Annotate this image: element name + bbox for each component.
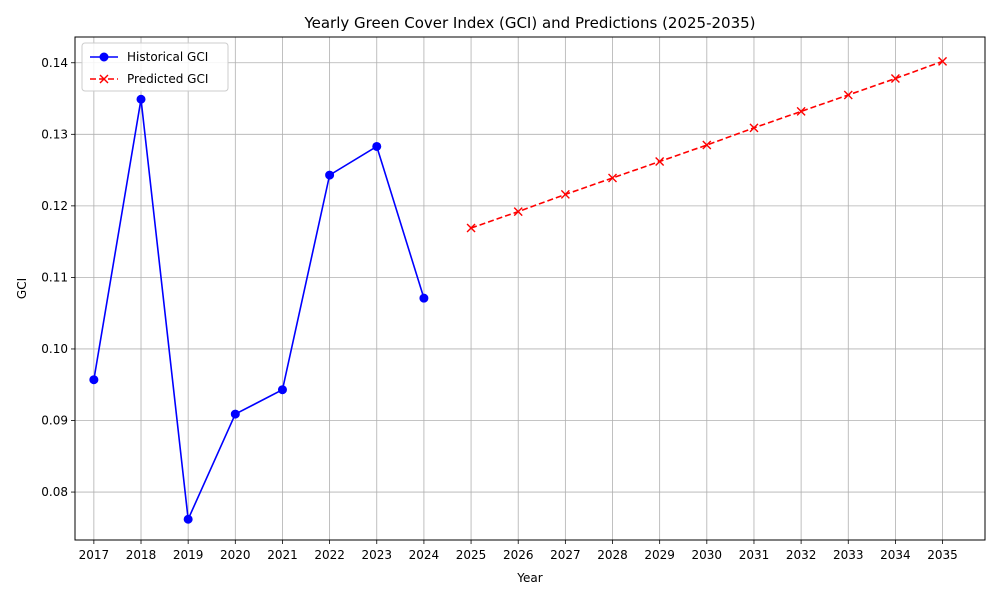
data-point-predicted-gci	[843, 90, 853, 100]
data-point-historical-gci	[230, 409, 240, 419]
data-point-predicted-gci	[890, 74, 900, 83]
data-point-predicted-gci	[796, 106, 806, 116]
x-tick-label: 2035	[927, 548, 958, 562]
y-tick-label: 0.12	[41, 199, 68, 213]
series-historical-gci	[89, 94, 429, 524]
y-axis-ticks: 0.08 0.09 0.10 0.11 0.12 0.13 0.14	[41, 56, 75, 499]
y-tick-label: 0.10	[41, 342, 68, 356]
x-tick-label: 2030	[692, 548, 723, 562]
y-axis-label: GCI	[15, 278, 29, 299]
legend: Historical GCI Predicted GCI	[81, 42, 229, 92]
x-tick-label: 2029	[644, 548, 675, 562]
x-tick-label: 2024	[409, 548, 440, 562]
y-tick-label: 0.13	[41, 127, 68, 141]
x-tick-label: 2022	[314, 548, 345, 562]
data-point-historical-gci	[325, 170, 335, 180]
x-axis-label: Year	[516, 571, 542, 585]
x-tick-label: 2023	[361, 548, 392, 562]
data-point-predicted-gci	[466, 223, 476, 233]
legend-marker	[99, 74, 109, 84]
data-point-historical-gci	[183, 514, 193, 524]
x-tick-label: 2019	[173, 548, 204, 562]
data-point-predicted-gci	[608, 173, 618, 183]
plot-frame	[74, 36, 986, 541]
data-point-historical-gci	[277, 385, 287, 395]
data-point-predicted-gci	[938, 56, 948, 66]
y-tick-label: 0.11	[41, 270, 68, 284]
x-tick-label: 2032	[786, 548, 817, 562]
x-tick-label: 2028	[597, 548, 628, 562]
x-tick-label: 2026	[503, 548, 534, 562]
data-point-predicted-gci	[749, 123, 759, 133]
legend-item: Historical GCI	[90, 50, 208, 64]
data-point-predicted-gci	[513, 207, 523, 217]
x-axis-ticks: 2017 2018 2019 2020 2021 2022 2023 2024 2025 2026…	[79, 540, 958, 562]
x-tick-label: 2025	[456, 548, 487, 562]
x-tick-label: 2020	[220, 548, 251, 562]
legend-marker	[99, 52, 109, 62]
data-point-predicted-gci	[655, 157, 665, 166]
y-tick-label: 0.08	[41, 485, 68, 499]
x-tick-label: 2018	[126, 548, 157, 562]
chart-title: Yearly Green Cover Index (GCI) and Predi…	[303, 14, 755, 32]
series-line-historical-gci	[93, 99, 425, 523]
data-point-historical-gci	[372, 141, 382, 151]
data-point-predicted-gci	[702, 140, 712, 150]
x-tick-label: 2034	[880, 548, 911, 562]
x-tick-label: 2017	[79, 548, 110, 562]
data-point-historical-gci	[89, 375, 99, 385]
legend-label: Historical GCI	[127, 50, 208, 64]
legend-item: Predicted GCI	[90, 72, 208, 86]
x-tick-label: 2021	[267, 548, 298, 562]
legend-box	[81, 42, 229, 92]
grid-lines	[75, 37, 985, 540]
legend-label: Predicted GCI	[127, 72, 208, 86]
data-point-historical-gci	[419, 293, 429, 303]
data-point-historical-gci	[136, 94, 146, 104]
x-tick-label: 2027	[550, 548, 581, 562]
series-line-predicted-gci	[470, 60, 943, 229]
x-tick-label: 2033	[833, 548, 864, 562]
data-point-predicted-gci	[560, 189, 570, 199]
y-tick-label: 0.09	[41, 414, 68, 428]
series-layer	[89, 56, 948, 524]
x-tick-label: 2031	[739, 548, 770, 562]
y-tick-label: 0.14	[41, 56, 68, 70]
series-predicted-gci	[466, 56, 948, 233]
